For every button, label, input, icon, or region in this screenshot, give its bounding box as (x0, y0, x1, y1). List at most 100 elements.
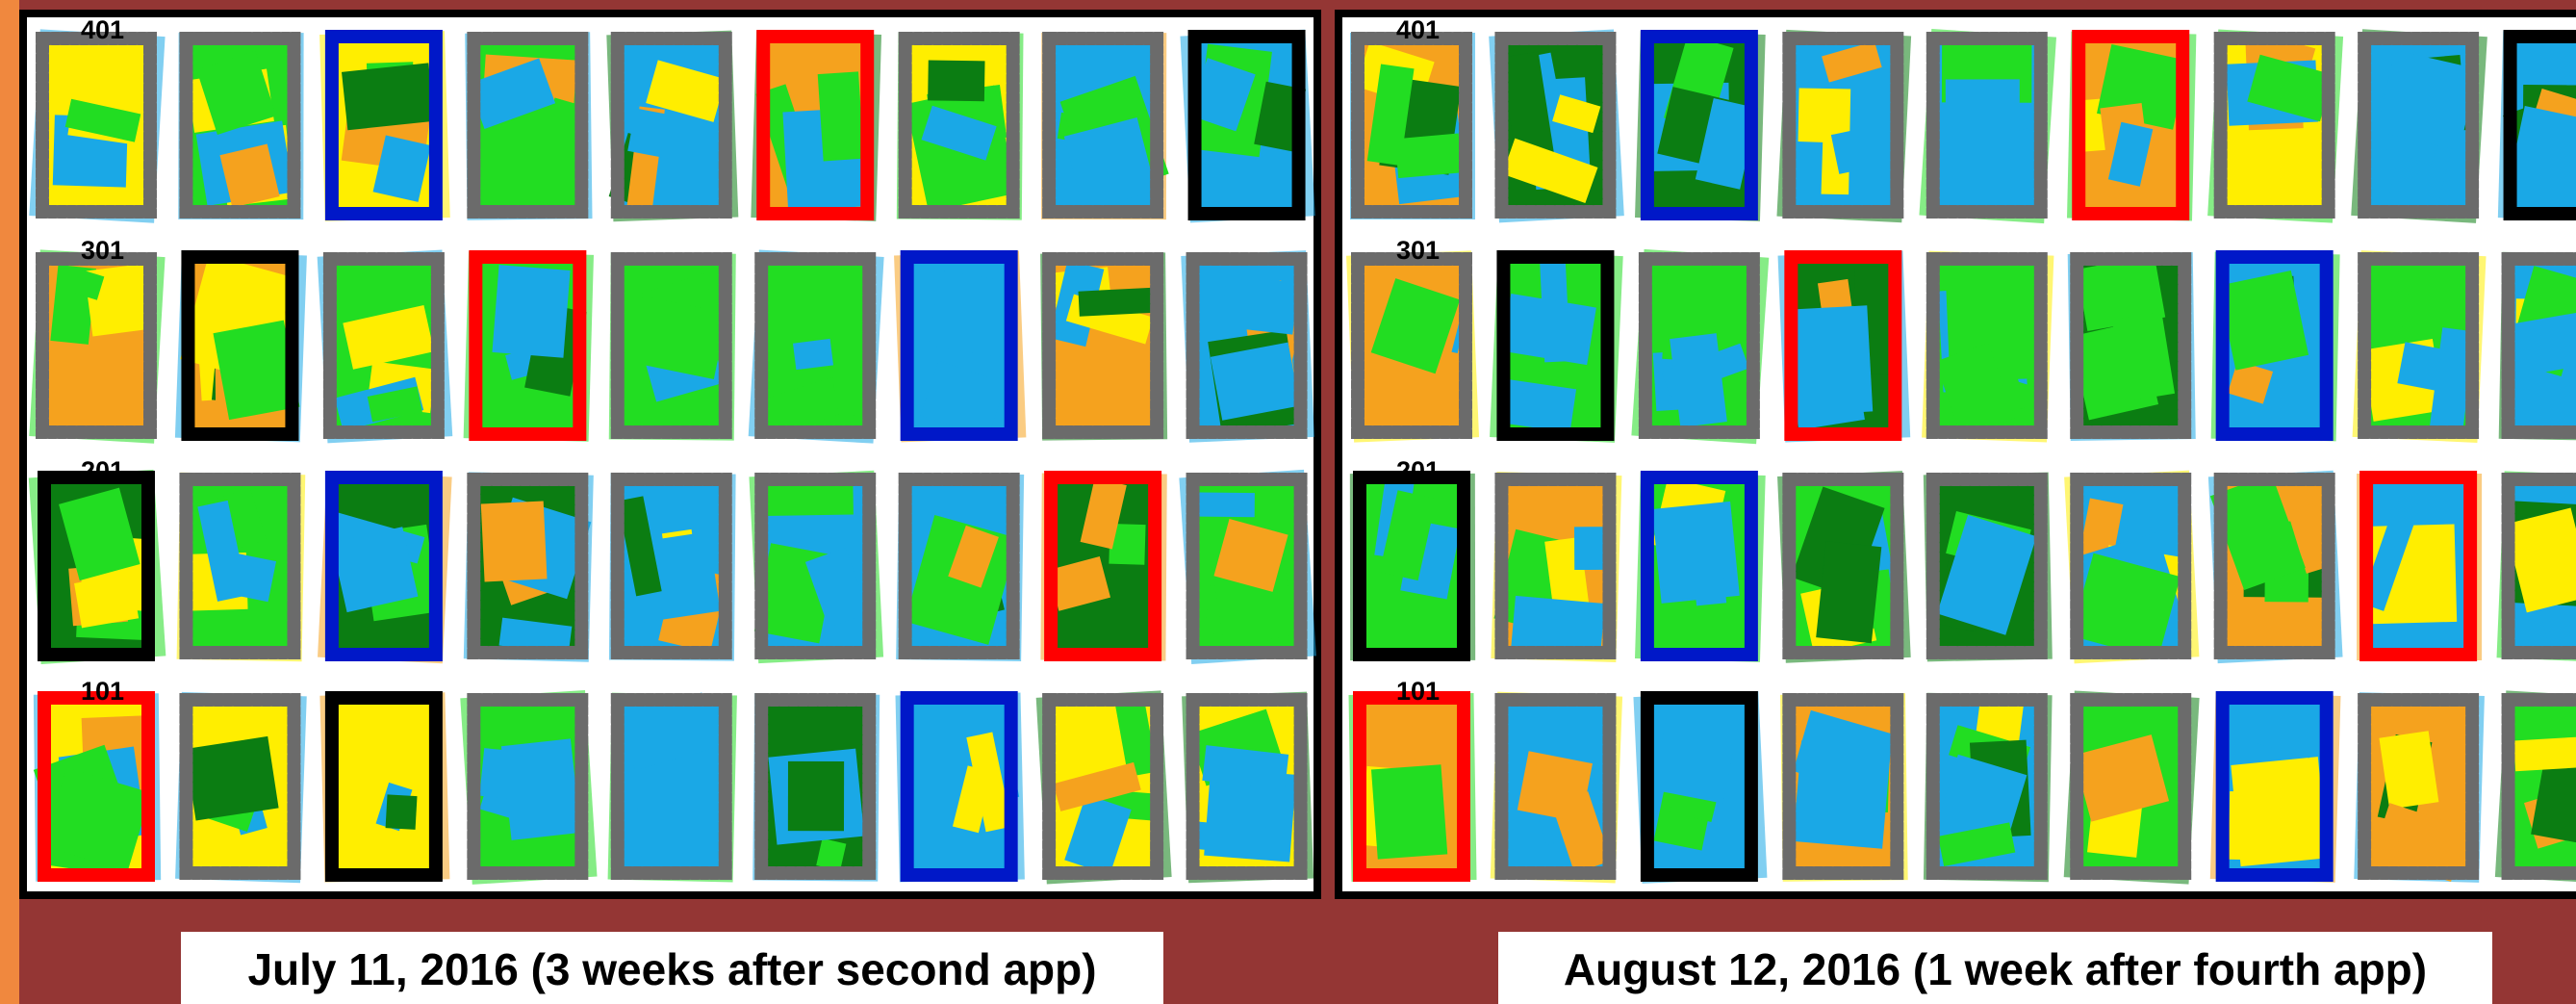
canopy-patch (1518, 751, 1593, 822)
canopy-patch (1793, 740, 1891, 848)
plot (465, 32, 592, 220)
plot (1924, 473, 2053, 662)
canopy-patch (1574, 527, 1605, 570)
canopy-patch (1793, 142, 1823, 200)
plot (606, 31, 738, 222)
plot (464, 251, 594, 442)
plot (609, 252, 736, 440)
plot (1041, 33, 1169, 219)
canopy-patch (492, 265, 570, 358)
canopy-patch (481, 501, 548, 581)
plot (2498, 31, 2576, 221)
plot (749, 249, 884, 443)
page: 401 301 201 101 July 11, 2016 (3 weeks after… (0, 0, 2576, 1004)
canopy-patch (1946, 79, 2020, 178)
plot (749, 471, 883, 663)
plot (2353, 250, 2487, 443)
plot (1776, 30, 1911, 222)
canopy-patch (633, 753, 719, 857)
plot (1180, 30, 1314, 223)
plot (2211, 252, 2340, 442)
plot (178, 33, 303, 219)
caption: July 11, 2016 (3 weeks after second app) (247, 944, 1096, 994)
plot (175, 251, 307, 443)
plot (1040, 474, 1166, 661)
canopy-patch (928, 60, 984, 101)
plot (2357, 474, 2482, 660)
canopy-patch (793, 339, 833, 370)
plot (1922, 251, 2053, 443)
plot (2208, 471, 2343, 663)
plot (2351, 29, 2487, 223)
plot (2064, 690, 2200, 884)
plot (1179, 470, 1316, 664)
plot (896, 473, 1024, 661)
plot (29, 470, 166, 664)
plot (460, 690, 597, 885)
plot (1489, 29, 1624, 222)
field-panel: 401 301 201 101 July 11, 2016 (3 weeks after… (23, 13, 1317, 1004)
plot (1631, 249, 1769, 444)
canopy-patch (185, 736, 278, 821)
plot-row-label: 101 (1396, 677, 1440, 706)
canopy-patch (386, 794, 418, 829)
plot-row-label: 201 (1396, 456, 1440, 485)
field-panel: 401301201101August 12, 2016 (1 week afte… (1339, 13, 2576, 1004)
canopy-patch (342, 63, 435, 130)
plot (751, 31, 881, 221)
plot (2497, 471, 2576, 662)
canopy-patch (2231, 757, 2328, 866)
canopy-patch (765, 484, 854, 516)
canopy-patch (1692, 559, 1726, 605)
plot (2068, 252, 2196, 441)
canopy-patch (627, 108, 676, 158)
plot (894, 251, 1026, 443)
plot (29, 29, 165, 222)
canopy-patch (1790, 305, 1874, 416)
plot (464, 472, 594, 661)
plot-row-label: 301 (81, 236, 124, 265)
plot (2207, 29, 2343, 222)
plot (1924, 693, 2053, 882)
plot (1491, 472, 1621, 662)
plot (1490, 250, 1623, 443)
plot (1349, 693, 1477, 882)
plot (29, 249, 165, 443)
plot (318, 249, 453, 443)
plot (1491, 692, 1622, 884)
plot (1036, 690, 1172, 884)
plot (896, 693, 1025, 883)
canopy-patch (1221, 275, 1298, 335)
plot (319, 31, 450, 221)
plot (177, 473, 306, 661)
plot (1777, 471, 1911, 663)
plot-row-label: 201 (81, 456, 124, 485)
plot (2210, 692, 2341, 883)
plot (34, 693, 161, 882)
plot (1181, 250, 1314, 443)
plot (1040, 252, 1167, 440)
canopy-patch (1079, 288, 1158, 317)
plot (1633, 691, 1767, 884)
panels: 401 301 201 101 July 11, 2016 (3 weeks after… (23, 13, 2576, 1004)
canopy-patch (2513, 736, 2576, 772)
plot (2495, 690, 2576, 884)
caption: August 12, 2016 (1 week after fourth app… (1564, 944, 2427, 994)
plot (175, 692, 307, 883)
canopy-patch (818, 71, 864, 161)
plot (1346, 250, 1479, 442)
plot (1919, 29, 2056, 223)
side-strip (0, 0, 19, 1004)
canopy-patch (2379, 731, 2438, 809)
canopy-patch (929, 270, 1011, 357)
canopy-patch (501, 738, 581, 840)
plot (1635, 31, 1766, 221)
plot (2499, 252, 2576, 441)
plot-row-label: 401 (81, 15, 124, 44)
plot (2067, 32, 2196, 221)
plot (1350, 474, 1475, 660)
canopy-patch (1395, 133, 1463, 178)
plot-row-label: 401 (1396, 15, 1440, 44)
plot-row-label: 101 (81, 677, 124, 706)
canopy-patch (1199, 493, 1255, 518)
